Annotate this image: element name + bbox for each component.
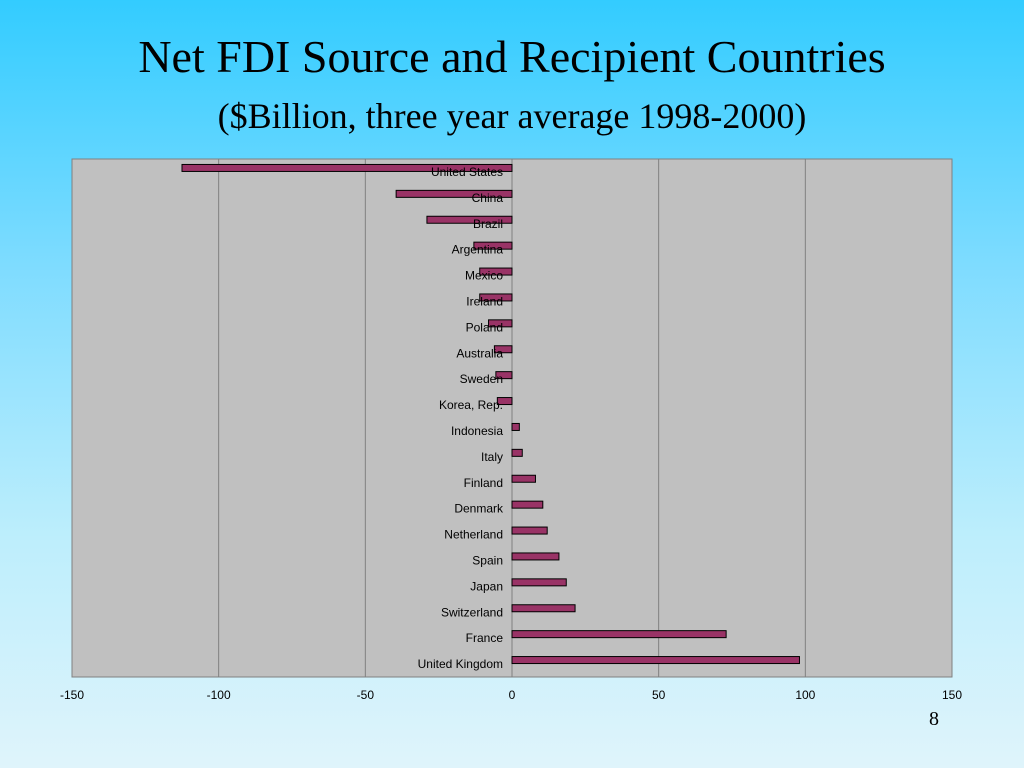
slide-title: Net FDI Source and Recipient Countries: [138, 31, 886, 82]
category-label: Korea, Rep.: [439, 398, 503, 412]
category-label: France: [466, 631, 504, 645]
bar-denmark: [511, 500, 544, 509]
bar-finland: [511, 474, 536, 483]
x-tick-label: -50: [357, 688, 375, 702]
category-label: Spain: [472, 553, 503, 567]
x-tick-label: 100: [795, 688, 815, 702]
category-label: Finland: [464, 476, 503, 490]
bar-united-kingdom: [511, 656, 800, 665]
bar-japan: [511, 578, 567, 587]
category-label: Denmark: [454, 502, 504, 516]
bar-spain: [511, 552, 560, 561]
category-label: Japan: [470, 579, 503, 593]
bar-poland: [488, 319, 513, 328]
category-label: Australia: [456, 346, 503, 360]
bar-korea-rep-: [496, 397, 513, 406]
category-label: Netherland: [444, 528, 503, 542]
bar-sweden: [495, 371, 513, 380]
category-label: Ireland: [466, 294, 503, 308]
bar-australia: [493, 345, 513, 354]
category-label: Indonesia: [451, 424, 503, 438]
x-tick-label: -100: [207, 688, 231, 702]
bar-switzerland: [511, 604, 576, 613]
bar-argentina: [473, 241, 513, 250]
category-label: Argentina: [452, 243, 504, 257]
slide-subtitle: ($Billion, three year average 1998-2000): [217, 96, 807, 136]
x-axis-ticks: -150 -100 -50 0 50 100 150: [60, 688, 962, 702]
bar-france: [511, 630, 727, 639]
category-label: Brazil: [473, 217, 503, 231]
category-label: Mexico: [465, 269, 503, 283]
bar-china: [395, 189, 513, 198]
x-tick-label: 50: [652, 688, 666, 702]
category-label: Switzerland: [441, 605, 503, 619]
category-label: China: [472, 191, 504, 205]
category-label: United States: [431, 165, 503, 179]
category-label: Sweden: [460, 372, 503, 386]
category-label: Poland: [466, 320, 503, 334]
category-labels: United States China Brazil Argentina Mexico I…: [418, 165, 504, 671]
category-label: United Kingdom: [418, 657, 503, 671]
x-tick-label: 150: [942, 688, 962, 702]
page-number: 8: [929, 708, 939, 730]
bar-italy: [511, 448, 523, 457]
bar-mexico: [479, 267, 513, 276]
x-tick-label: 0: [509, 688, 516, 702]
bar-ireland: [479, 293, 513, 302]
bar-indonesia: [511, 422, 520, 431]
x-tick-label: -150: [60, 688, 84, 702]
bar-netherland: [511, 526, 548, 535]
category-label: Italy: [481, 450, 503, 464]
bar-brazil: [426, 215, 513, 224]
bars: [181, 163, 800, 665]
bar-united-states: [181, 163, 513, 172]
